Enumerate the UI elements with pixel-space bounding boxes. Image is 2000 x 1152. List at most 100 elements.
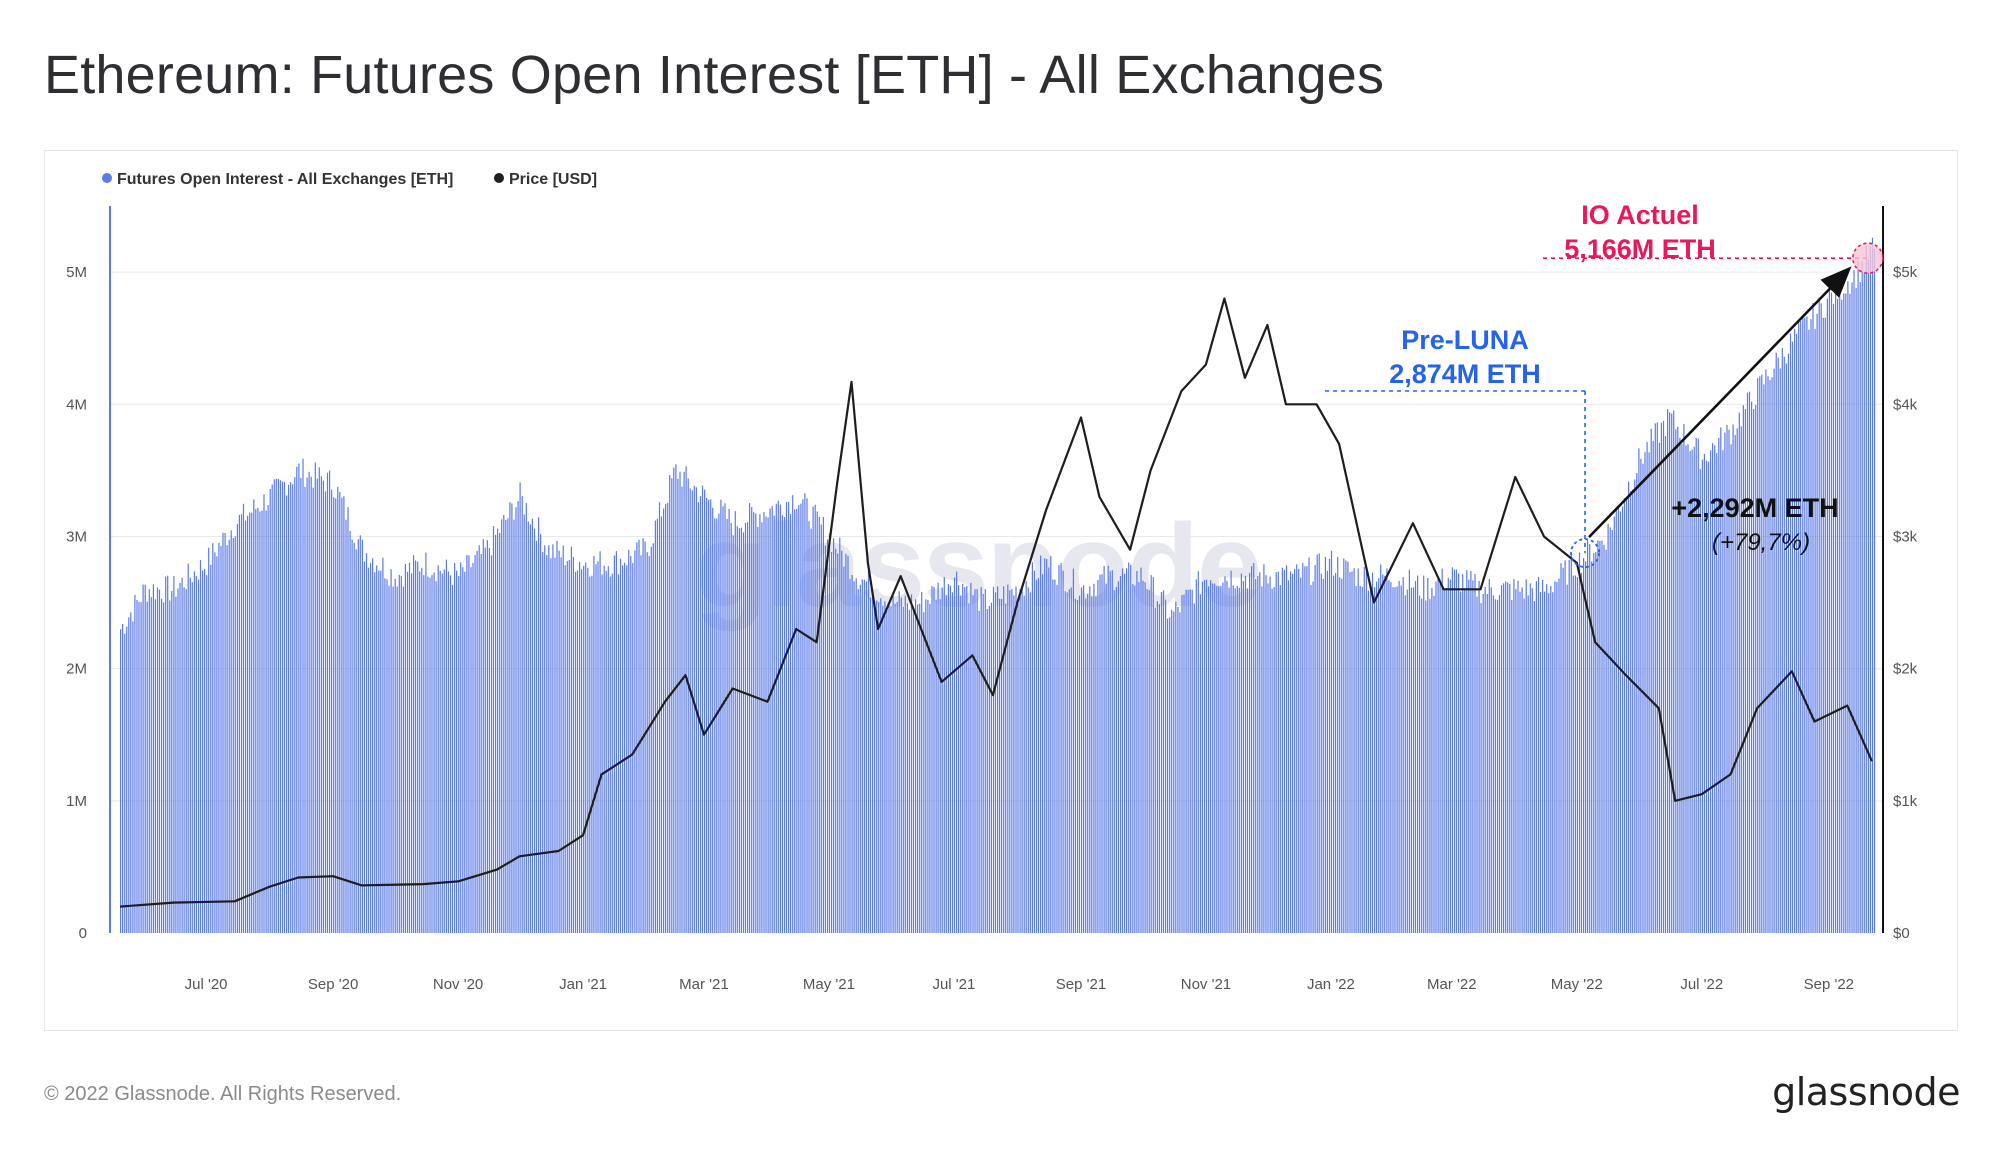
oi-bar	[779, 504, 781, 933]
oi-bar	[581, 569, 583, 933]
oi-bar	[1359, 586, 1361, 933]
oi-bar	[1203, 580, 1206, 933]
oi-bar	[988, 606, 990, 933]
oi-bar	[1794, 328, 1796, 933]
oi-bar	[949, 585, 951, 933]
oi-bar	[175, 596, 177, 933]
oi-bar	[833, 538, 835, 933]
oi-bar	[341, 497, 343, 933]
oi-bar	[859, 584, 861, 933]
oi-bar	[408, 562, 411, 933]
oi-bar	[685, 466, 687, 933]
x-tick-label: Mar '22	[1427, 976, 1477, 993]
legend-item[interactable]: Futures Open Interest - All Exchanges [E…	[102, 171, 453, 188]
oi-bar	[521, 496, 523, 933]
oi-bar	[1722, 450, 1724, 933]
oi-bar	[400, 575, 402, 933]
oi-bar	[1609, 527, 1611, 933]
oi-bar	[1378, 578, 1380, 933]
oi-bar	[535, 540, 538, 933]
oi-bar	[1189, 589, 1191, 933]
oi-bar	[1205, 579, 1208, 933]
oi-bar	[1199, 594, 1201, 933]
oi-bar	[431, 575, 433, 933]
open-interest-bars	[120, 237, 1876, 934]
oi-bar	[1757, 378, 1759, 933]
oi-bar	[370, 562, 372, 933]
oi-bar	[1113, 590, 1115, 933]
oi-bar	[495, 534, 497, 933]
oi-bar	[1679, 437, 1681, 933]
oi-bar	[1246, 588, 1249, 933]
oi-bar	[1201, 581, 1203, 933]
oi-bar	[579, 561, 581, 933]
oi-bar	[220, 545, 222, 933]
oi-bar	[1783, 356, 1785, 933]
change-label: +2,292M ETH	[1671, 493, 1838, 523]
oi-bar	[1642, 463, 1644, 933]
oi-bar	[1855, 287, 1857, 933]
oi-bar	[1810, 319, 1812, 933]
oi-bar	[1523, 598, 1525, 933]
oi-bar	[1814, 328, 1816, 933]
oi-bar	[1804, 317, 1806, 934]
oi-bar	[1576, 577, 1578, 933]
oi-bar	[699, 496, 702, 933]
oi-bar	[845, 553, 847, 933]
oi-bar	[1449, 579, 1451, 933]
oi-bar	[1802, 317, 1804, 933]
oi-bar	[1300, 577, 1302, 933]
oi-bar	[966, 586, 968, 933]
legend-item[interactable]: Price [USD]	[494, 171, 597, 188]
oi-bar	[259, 511, 261, 933]
oi-bar	[1455, 569, 1458, 933]
y-left-tick-label: 0	[79, 925, 87, 942]
oi-bar	[460, 562, 462, 933]
oi-bar	[790, 514, 792, 933]
oi-bar	[144, 584, 146, 933]
oi-bar	[1613, 516, 1615, 933]
oi-bar	[617, 574, 620, 933]
oi-bar	[1003, 586, 1005, 933]
oi-bar	[640, 555, 642, 933]
oi-bar	[689, 488, 691, 933]
oi-bar	[1058, 565, 1060, 933]
oi-bar	[1191, 589, 1193, 933]
oi-bar	[1587, 540, 1589, 933]
oi-bar	[1560, 563, 1562, 933]
oi-bar	[1234, 588, 1236, 933]
oi-bar	[1712, 443, 1714, 933]
oi-bar	[997, 586, 999, 933]
oi-bar	[972, 595, 974, 933]
oi-bar	[1087, 593, 1089, 933]
oi-bar	[816, 511, 818, 933]
oi-bar	[1744, 409, 1746, 933]
oi-bar	[1562, 567, 1564, 933]
oi-bar	[517, 501, 519, 933]
oi-bar	[165, 576, 167, 933]
chart-legend[interactable]: Futures Open Interest - All Exchanges [E…	[102, 171, 597, 188]
oi-bar	[1185, 589, 1187, 933]
oi-bar	[1236, 586, 1238, 933]
oi-bar	[1173, 611, 1175, 933]
oi-bar	[806, 498, 808, 933]
oi-bar	[1339, 577, 1341, 933]
oi-bar	[1345, 560, 1347, 933]
oi-bar	[425, 552, 427, 933]
x-tick-label: May '22	[1551, 976, 1603, 993]
oi-bar	[927, 599, 929, 933]
oi-bar	[503, 515, 505, 933]
oi-bar	[935, 599, 937, 933]
oi-bar	[1736, 428, 1738, 933]
oi-bar	[622, 565, 624, 933]
oi-bar	[376, 565, 378, 933]
oi-bar	[208, 547, 210, 933]
oi-bar	[1693, 446, 1695, 933]
oi-bar	[1142, 580, 1144, 933]
oi-bar	[1177, 607, 1179, 933]
oi-bar	[451, 584, 454, 933]
oi-bar	[917, 604, 919, 933]
oi-bar	[1337, 557, 1339, 933]
oi-bar	[777, 500, 779, 933]
